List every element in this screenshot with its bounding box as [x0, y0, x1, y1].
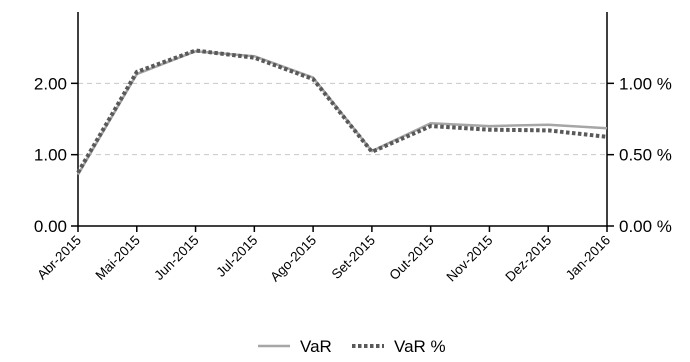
series-line-var — [76, 49, 608, 176]
x-tick-label: Abr-2015 — [34, 233, 84, 283]
x-tick-label: Jul-2015 — [213, 233, 260, 280]
right-tick-label: 0.00 % — [619, 217, 672, 236]
x-axis-tick-labels: Abr-2015 Mai-2015 Jun-2015 Jul-2015 Ago-2015… — [34, 233, 613, 285]
axes — [71, 12, 614, 232]
gridlines — [78, 82, 607, 156]
legend-label-var: VaR — [300, 337, 332, 356]
x-tick-label: Ago-2015 — [267, 233, 319, 285]
series-lines — [76, 48, 608, 176]
x-tick-label: Out-2015 — [386, 233, 436, 283]
x-tick-label: Jun-2015 — [151, 233, 201, 283]
left-tick-label: 0.00 — [34, 217, 67, 236]
x-tick-label: Set-2015 — [329, 233, 378, 282]
left-tick-label: 2.00 — [34, 74, 67, 93]
x-tick-label: Dez-2015 — [502, 233, 554, 285]
left-tick-label: 1.00 — [34, 146, 67, 165]
x-tick-label: Nov-2015 — [444, 233, 496, 285]
right-tick-label: 0.50 % — [619, 146, 672, 165]
x-tick-label: Jan-2016 — [563, 233, 613, 283]
legend: VaR VaR % — [258, 337, 446, 356]
legend-label-var-pct: VaR % — [394, 337, 446, 356]
right-axis-tick-labels: 0.00 % 0.50 % 1.00 % — [619, 74, 672, 236]
right-tick-label: 1.00 % — [619, 74, 672, 93]
x-tick-label: Mai-2015 — [92, 233, 142, 283]
left-axis-tick-labels: 0.00 1.00 2.00 — [34, 74, 67, 236]
series-line-var-pct — [76, 48, 608, 174]
